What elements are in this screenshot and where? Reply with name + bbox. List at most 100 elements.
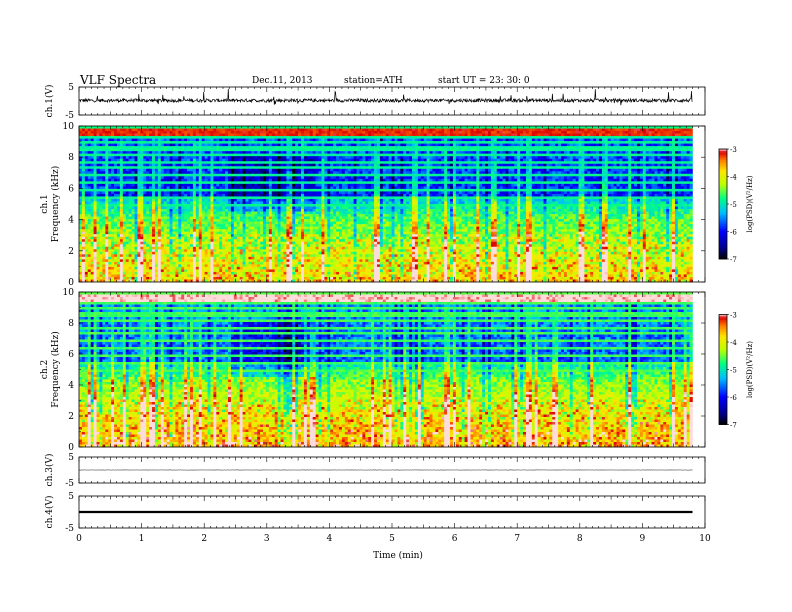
ch1-spectrogram-cell	[84, 151, 89, 154]
ch1-spectrogram-cell	[327, 153, 331, 157]
ch1-spectrogram-cell	[403, 143, 407, 147]
ch1-spectrogram-cell	[663, 168, 667, 172]
ch1-spectrogram-cell	[651, 158, 655, 162]
ch1-spectrogram-cell	[157, 128, 162, 132]
ch1-spectrogram-cell	[333, 158, 337, 162]
ch1-spectrogram-cell	[114, 138, 118, 142]
ch1-spectrogram-cell	[520, 141, 524, 144]
ch1-spectrogram-cell	[321, 153, 325, 157]
ch1-spectrogram-cell	[263, 133, 267, 137]
ch1-spectrogram-cell	[590, 131, 594, 134]
ch1-spectrogram-cell	[540, 146, 544, 149]
ch1-spectrogram-cell	[394, 131, 398, 134]
ch1-spectrogram-cell	[543, 173, 547, 177]
ch1-spectrogram-cell	[549, 128, 553, 132]
ch1-spectrogram-cell	[327, 151, 331, 154]
ch1-spectrogram-cell	[292, 138, 296, 142]
ch1-spectrogram-cell	[382, 151, 387, 154]
ch1-spectrogram-cell	[181, 146, 185, 149]
ch1-spectrogram-cell	[260, 136, 264, 139]
ch1-spectrogram-cell	[581, 141, 585, 144]
ch1-spectrogram-cell	[146, 138, 150, 142]
ch1-spectrogram-cell	[172, 138, 176, 142]
ch1-spectrogram-cell	[344, 151, 349, 154]
ch1-spectrogram-cell	[251, 148, 255, 152]
ch1-spectrogram-cell	[485, 168, 489, 172]
ch1-spectrogram-cell	[479, 178, 483, 182]
ch1-spectrogram-cell	[339, 178, 343, 182]
ch1-spectrogram-cell	[116, 171, 121, 175]
ch1-spectrogram-cell	[254, 133, 258, 137]
ch1-spectrogram-cell	[654, 146, 658, 149]
ch1-spectrogram-cell	[271, 141, 276, 144]
ch1-spectrogram-cell	[388, 168, 392, 172]
ch1-spectrogram-cell	[263, 146, 267, 149]
ch1-spectrogram-cell	[257, 156, 261, 160]
ch1-spectrogram-cell	[505, 178, 509, 182]
ch1-spectrogram-cell	[639, 178, 644, 182]
ch1-spectrogram-cell	[689, 168, 693, 172]
ch1-spectrogram-cell	[163, 168, 167, 172]
ch1-spectrogram-cell	[412, 138, 416, 142]
ch1-spectrogram-cell	[309, 151, 314, 154]
ch1-spectrogram-cell	[81, 148, 86, 152]
ch1-spectrogram-cell	[146, 163, 150, 167]
ch1-spectrogram-cell	[476, 146, 480, 149]
ch1-spectrogram-cell	[566, 156, 571, 160]
ch1-spectrogram-cell	[271, 166, 276, 170]
ch1-spectrogram-cell	[274, 178, 278, 182]
ch1-spectrogram-cell	[268, 166, 273, 170]
ch1-spectrogram-cell	[239, 161, 243, 165]
ch1-spectrogram-cell	[508, 153, 512, 157]
ch1-spectrogram-cell	[163, 171, 167, 175]
ch1-spectrogram-cell	[84, 133, 89, 137]
ch1-spectrogram-cell	[371, 136, 375, 139]
ch1-spectrogram-cell	[152, 131, 156, 134]
ch1-spectrogram-cell	[143, 163, 147, 167]
ch1-spectrogram-cell	[204, 151, 208, 154]
ch1-spectrogram-cell	[479, 168, 483, 172]
ch1-spectrogram-cell	[423, 158, 427, 162]
ch1-spectrogram-cell	[227, 131, 232, 134]
ch1-spectrogram-cell	[309, 181, 314, 185]
ch1-spectrogram-cell	[514, 168, 518, 172]
ch1-spectrogram-cell	[359, 163, 363, 167]
ch1-spectrogram-cell	[233, 156, 238, 160]
ch1-spectrogram-cell	[549, 133, 553, 137]
ch1-spectrogram-cell	[648, 126, 652, 129]
ch1-spectrogram-cell	[306, 153, 311, 157]
ch1-spectrogram-cell	[359, 148, 363, 152]
ch1-spectrogram-cell	[412, 148, 416, 152]
ch1-spectrogram-cell	[663, 171, 667, 175]
ch1-spectrogram-cell	[540, 178, 544, 182]
ch1-spectrogram-cell	[356, 163, 360, 167]
ch1-spectrogram-cell	[96, 131, 100, 134]
ch1-spectrogram-cell	[227, 156, 232, 160]
ch1-spectrogram-cell	[590, 158, 594, 162]
ch1-spectrogram-cell	[309, 146, 314, 149]
ch1-spectrogram-cell	[154, 173, 159, 177]
ch1-spectrogram-cell	[426, 126, 430, 129]
ch1-spectrogram-cell	[575, 158, 579, 162]
ch1-spectrogram-cell	[210, 138, 214, 142]
ch1-spectrogram-cell	[371, 143, 375, 147]
ch1-spectrogram-cell	[572, 161, 576, 165]
ch1-spectrogram-cell	[499, 158, 503, 162]
ch1-spectrogram-cell	[318, 141, 322, 144]
ch1-spectrogram-cell	[426, 146, 430, 149]
ch1-spectrogram-cell	[225, 176, 229, 180]
ch1-spectrogram-cell	[467, 158, 471, 162]
ch1-spectrogram-cell	[146, 156, 150, 160]
ch1-spectrogram-cell	[636, 158, 641, 162]
ch1-spectrogram-cell	[93, 141, 97, 144]
ch1-spectrogram-cell	[601, 136, 606, 139]
ch1-spectrogram-cell	[260, 176, 264, 180]
ch1-spectrogram-cell	[672, 148, 676, 152]
ch1-spectrogram-cell	[432, 178, 436, 182]
ch1-spectrogram-cell	[184, 128, 188, 132]
ch1-spectrogram-cell	[689, 158, 693, 162]
ch1-spectrogram-cell	[210, 178, 214, 182]
ch1-spectrogram-cell	[669, 136, 673, 139]
ch1-spectrogram-cell	[192, 178, 197, 182]
ch1-spectrogram-cell	[271, 181, 276, 185]
